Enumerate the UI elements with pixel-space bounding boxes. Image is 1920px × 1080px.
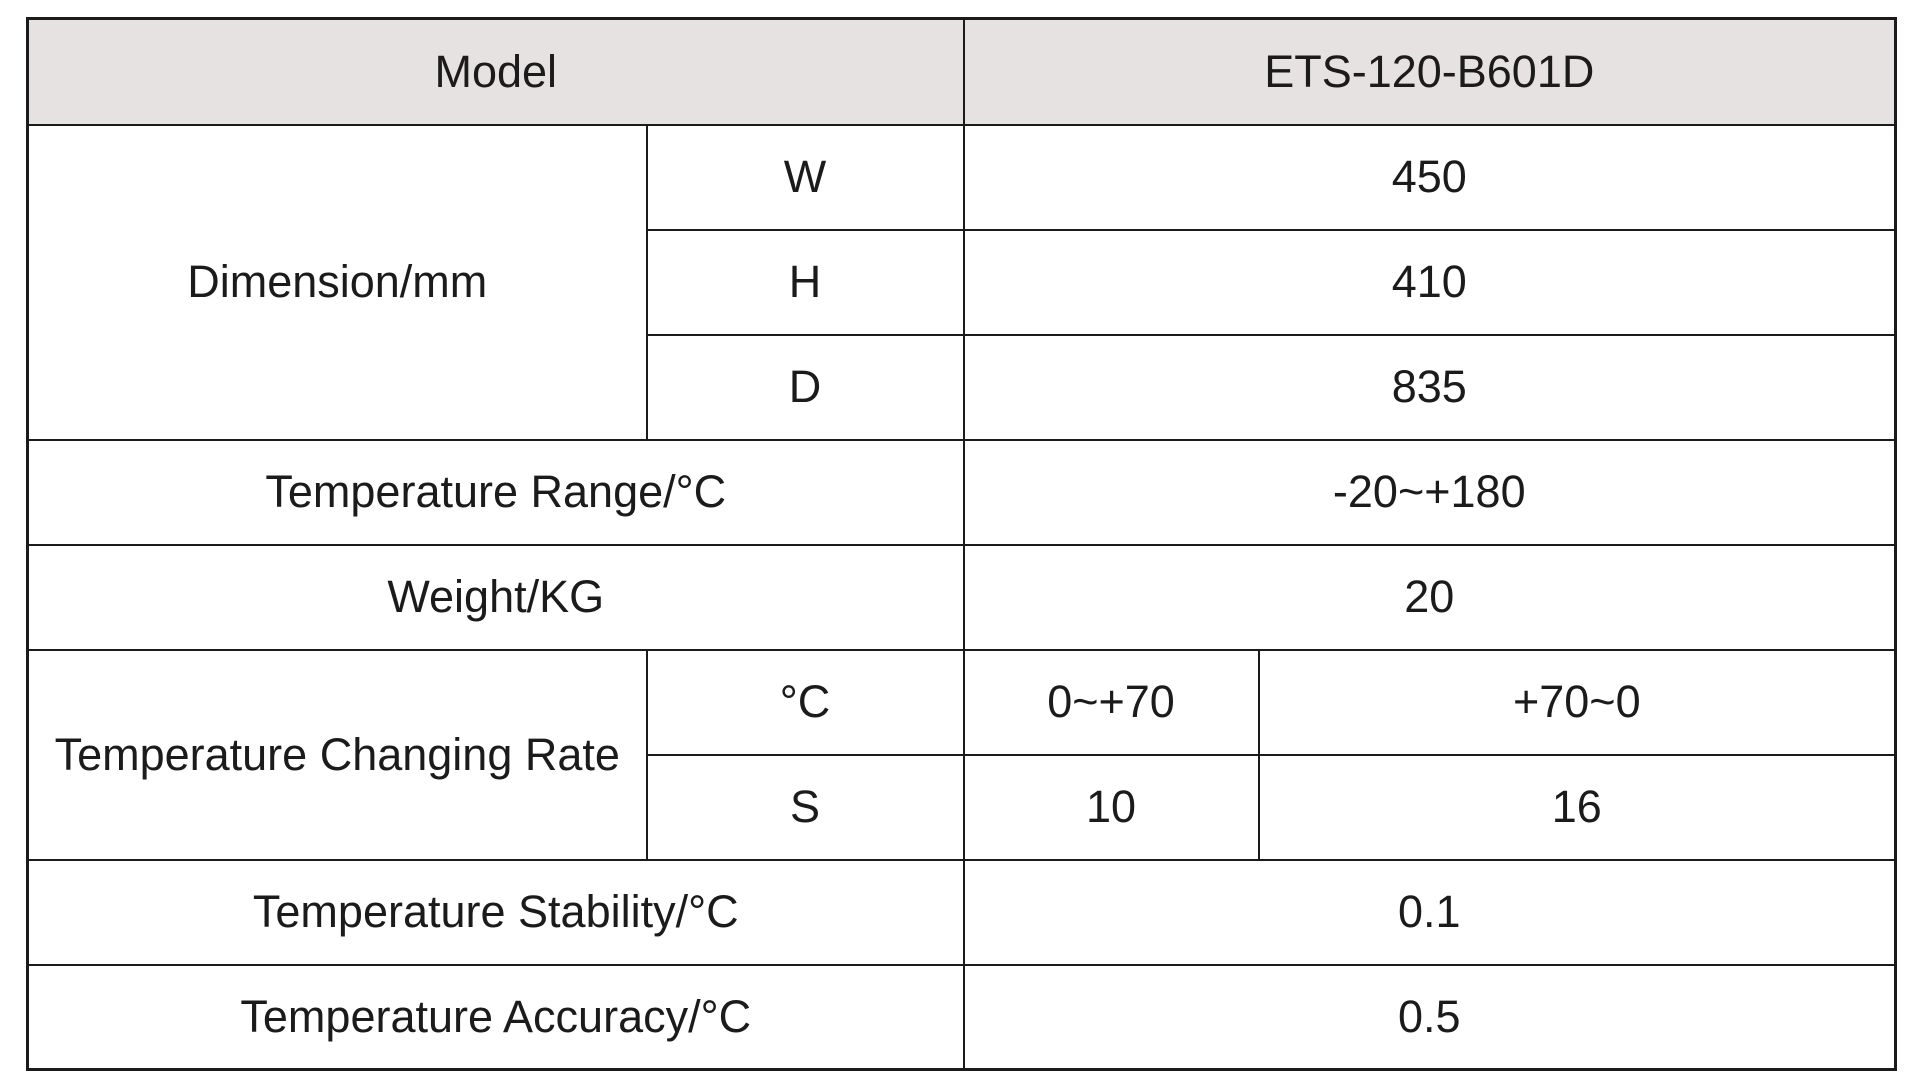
temperature-accuracy-value-cell: 0.5 — [962, 963, 1897, 1071]
changing-rate-unit-celsius-cell: °C — [645, 648, 965, 756]
changing-rate-unit-seconds-cell: S — [645, 753, 965, 861]
temperature-stability-label-cell: Temperature Stability/°C — [26, 858, 965, 966]
dimension-label-cell: Dimension/mm — [26, 123, 648, 441]
dimension-value-h-cell: 410 — [962, 228, 1897, 336]
temperature-stability-row: Temperature Stability/°C 0.1 — [26, 858, 1897, 966]
dimension-row-w: Dimension/mm W 450 — [26, 123, 1897, 441]
dimension-row-h: H 410 — [28, 228, 1897, 336]
temperature-range-label-cell: Temperature Range/°C — [26, 438, 965, 546]
temperature-range-row: Temperature Range/°C -20~+180 — [26, 438, 1897, 546]
temperature-range-value-cell: -20~+180 — [962, 438, 1897, 546]
dimension-axis-h-cell: H — [645, 228, 965, 336]
changing-rate-label-cell: Temperature Changing Rate — [26, 648, 648, 861]
temperature-accuracy-row: Temperature Accuracy/°C 0.5 — [26, 963, 1897, 1071]
dimension-value-w-cell: 450 — [962, 123, 1897, 231]
dimension-value-d-cell: 835 — [962, 333, 1897, 441]
weight-value-cell: 20 — [962, 543, 1897, 651]
changing-rate-row-celsius: Temperature Changing Rate °C 0~+70 +70~0 — [26, 648, 1897, 861]
changing-rate-celsius-up-cell: 0~+70 — [962, 648, 1260, 756]
changing-rate-seconds-up-cell: 10 — [962, 753, 1260, 861]
model-row: Model ETS-120-B601D — [26, 17, 1897, 126]
model-value-cell: ETS-120-B601D — [962, 17, 1897, 126]
dimension-axis-w-cell: W — [645, 123, 965, 231]
changing-rate-celsius-down-cell: +70~0 — [1257, 648, 1897, 756]
temperature-stability-value-cell: 0.1 — [962, 858, 1897, 966]
dimension-row-d: D 835 — [28, 333, 1897, 441]
changing-rate-row-seconds: S 10 16 — [28, 753, 1897, 861]
dimension-axis-d-cell: D — [645, 333, 965, 441]
weight-row: Weight/KG 20 — [26, 543, 1897, 651]
model-label-cell: Model — [26, 17, 965, 126]
changing-rate-seconds-down-cell: 16 — [1257, 753, 1897, 861]
temperature-accuracy-label-cell: Temperature Accuracy/°C — [26, 963, 965, 1071]
spec-table: Model ETS-120-B601D Dimension/mm W 450 H… — [26, 17, 1898, 1071]
weight-label-cell: Weight/KG — [26, 543, 965, 651]
